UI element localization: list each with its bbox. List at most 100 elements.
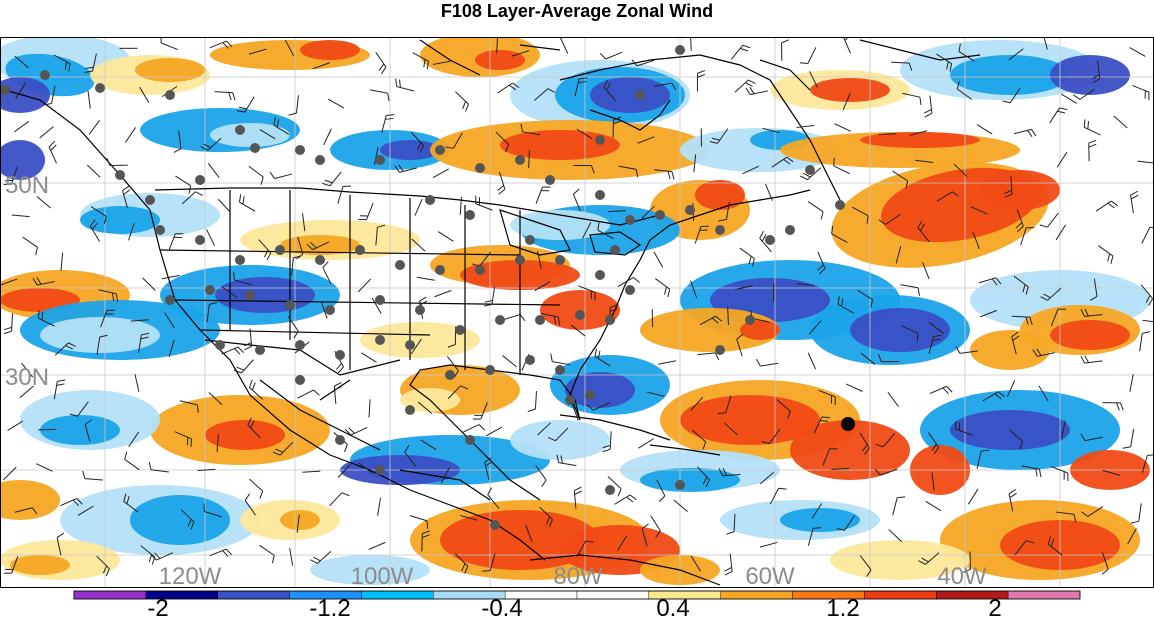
wind-barb bbox=[1038, 385, 1049, 402]
wind-barb bbox=[724, 553, 733, 576]
wind-barb bbox=[924, 95, 933, 118]
wind-barb bbox=[807, 352, 817, 370]
coastline bbox=[4, 89, 546, 561]
wind-barb bbox=[891, 61, 913, 71]
wind-barb bbox=[1122, 428, 1135, 449]
wind-barb bbox=[574, 77, 588, 97]
colorbar-tick-label: 0.4 bbox=[656, 595, 690, 622]
wind-barb bbox=[35, 463, 53, 472]
wind-barb bbox=[929, 385, 953, 395]
wind-barb bbox=[759, 230, 772, 253]
wind-barb bbox=[578, 285, 596, 301]
wind-barb bbox=[221, 346, 244, 355]
station-dot bbox=[635, 90, 645, 100]
station-dot bbox=[435, 145, 445, 155]
wind-barb bbox=[306, 241, 330, 251]
wind-barb bbox=[1039, 212, 1059, 228]
wind-barb bbox=[248, 379, 264, 400]
wind-barb bbox=[297, 389, 320, 399]
wind-anomaly-region bbox=[310, 555, 430, 585]
wind-barb bbox=[273, 117, 290, 136]
wind-anomaly-region bbox=[280, 510, 320, 530]
wind-barb bbox=[618, 165, 639, 178]
wind-barb bbox=[244, 493, 256, 516]
wind-barb bbox=[653, 251, 664, 268]
wind-barb bbox=[320, 301, 328, 319]
wind-barb bbox=[511, 50, 530, 57]
wind-barb bbox=[460, 514, 478, 521]
wind-barb bbox=[902, 92, 922, 106]
wind-barb bbox=[799, 47, 817, 64]
wind-barb bbox=[808, 320, 822, 335]
wind-barb bbox=[77, 505, 94, 516]
wind-barb bbox=[877, 353, 900, 363]
wind-barb bbox=[650, 515, 661, 538]
wind-anomaly-region bbox=[950, 55, 1070, 95]
wind-barb bbox=[301, 213, 306, 232]
lat-label: 50N bbox=[5, 172, 49, 199]
wind-barb bbox=[14, 507, 38, 515]
wind-anomaly-region bbox=[1050, 320, 1130, 350]
station-dot bbox=[295, 340, 305, 350]
station-dot bbox=[295, 145, 305, 155]
wind-barb bbox=[723, 422, 738, 436]
wind-anomaly-region bbox=[565, 372, 635, 408]
highlight-station-dot bbox=[841, 417, 855, 431]
wind-barb bbox=[142, 277, 156, 291]
wind-barb bbox=[1097, 245, 1114, 264]
wind-barb bbox=[887, 391, 899, 408]
wind-barb bbox=[970, 206, 988, 215]
wind-barb bbox=[576, 128, 593, 139]
station-dot bbox=[555, 255, 565, 265]
wind-anomaly-region bbox=[0, 480, 60, 520]
wind-barb bbox=[734, 79, 756, 93]
wind-barb bbox=[462, 424, 486, 433]
wind-barb bbox=[69, 401, 89, 417]
wind-anomaly-region bbox=[695, 180, 745, 210]
wind-barb bbox=[602, 431, 612, 453]
wind-barb bbox=[1008, 489, 1017, 512]
station-dot bbox=[745, 315, 755, 325]
wind-barb bbox=[394, 164, 417, 173]
wind-barb bbox=[447, 385, 469, 400]
wind-anomaly-region bbox=[590, 77, 670, 113]
wind-barb bbox=[289, 547, 294, 566]
station-dot bbox=[355, 245, 365, 255]
wind-barb bbox=[433, 60, 451, 65]
wind-barb bbox=[497, 82, 520, 94]
wind-barb bbox=[248, 48, 267, 55]
wind-barb bbox=[761, 428, 781, 445]
wind-barb bbox=[860, 352, 876, 365]
wind-barb bbox=[124, 451, 140, 471]
wind-anomaly-region bbox=[0, 140, 45, 180]
station-dot bbox=[215, 340, 225, 350]
wind-barb bbox=[822, 448, 838, 466]
wind-barb bbox=[15, 83, 26, 99]
coastline bbox=[589, 231, 642, 256]
wind-barb bbox=[84, 419, 92, 443]
wind-barb bbox=[502, 314, 526, 322]
wind-barb bbox=[209, 40, 233, 49]
wind-barb bbox=[214, 91, 236, 101]
wind-anomaly-region bbox=[860, 132, 980, 148]
wind-barb bbox=[1020, 226, 1035, 246]
wind-barb bbox=[1002, 87, 1021, 104]
wind-anomaly-region bbox=[510, 420, 610, 460]
wind-barb bbox=[88, 119, 101, 135]
station-dot bbox=[325, 305, 335, 315]
wind-barb bbox=[641, 205, 655, 219]
coastline bbox=[519, 44, 561, 51]
lon-label: 60W bbox=[745, 563, 795, 590]
wind-barb bbox=[32, 277, 55, 286]
wind-barb bbox=[1032, 348, 1055, 357]
wind-barb bbox=[929, 322, 944, 335]
wind-barb bbox=[485, 426, 503, 437]
wind-barb bbox=[1102, 402, 1124, 411]
wind-barb bbox=[718, 468, 741, 477]
wind-barb bbox=[180, 509, 195, 530]
wind-barb bbox=[417, 401, 433, 415]
wind-barb bbox=[742, 165, 759, 175]
wind-barb bbox=[333, 382, 343, 404]
station-dot bbox=[245, 290, 255, 300]
wind-barb bbox=[1013, 275, 1029, 295]
